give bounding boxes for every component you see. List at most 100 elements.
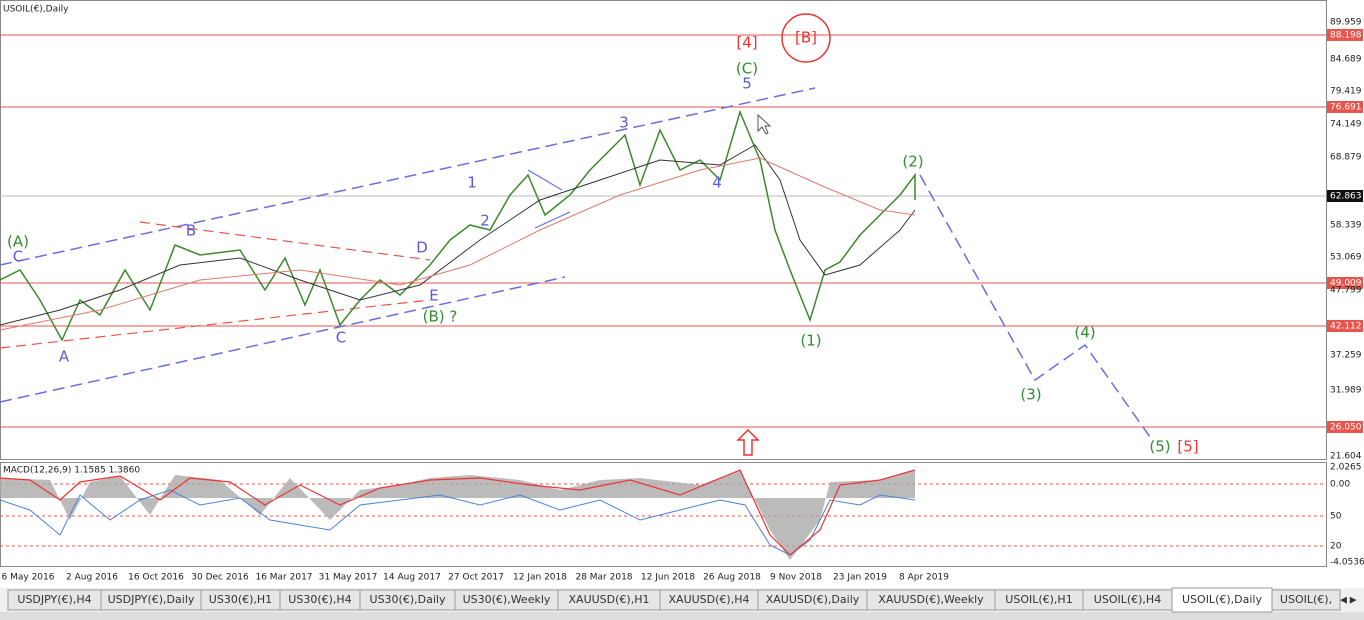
tab-label[interactable]: US30(€),H1 xyxy=(209,593,272,606)
wave-label: C xyxy=(13,248,23,266)
channel xyxy=(0,87,1151,438)
tab[interactable] xyxy=(1171,587,1273,613)
wave-label: (B) ? xyxy=(423,308,458,326)
wave-label: [B] xyxy=(795,29,817,47)
price-label: 26.050 xyxy=(1330,423,1362,433)
price-label: 53.069 xyxy=(1330,253,1362,263)
triangle xyxy=(527,169,571,229)
date-label: 9 Nov 2018 xyxy=(770,573,822,583)
price-label: 79.419 xyxy=(1330,87,1362,97)
price-label: 47.799 xyxy=(1330,286,1362,296)
price-box xyxy=(1327,101,1363,113)
date-label: 27 Oct 2017 xyxy=(448,573,504,583)
wave-label: 1 xyxy=(467,174,477,192)
tab-label[interactable]: USOIL(€),H4 xyxy=(1094,593,1161,606)
tab-label[interactable]: USOIL(€),H1 xyxy=(1005,593,1072,606)
wave-label: (2) xyxy=(902,153,923,171)
date-label: 23 Jan 2019 xyxy=(833,573,887,583)
chart-title: USOIL(€),Daily xyxy=(3,5,69,15)
price-box xyxy=(1327,190,1363,202)
wave-label: E xyxy=(429,287,438,305)
ma-fast xyxy=(0,144,916,326)
macd-label: -4.0536 xyxy=(1330,558,1364,568)
status-bar xyxy=(0,612,1364,620)
price-label: 37.259 xyxy=(1330,351,1362,361)
date-label: 28 Mar 2018 xyxy=(575,573,632,583)
price-box xyxy=(1327,421,1363,433)
price-label: 58.339 xyxy=(1330,221,1362,231)
macd-main xyxy=(0,469,916,556)
price-label: 84.689 xyxy=(1330,55,1362,65)
date-label: 12 Jun 2018 xyxy=(641,573,695,583)
price-box xyxy=(1327,277,1363,289)
price-label: 49.009 xyxy=(1330,279,1362,289)
tab-label[interactable]: XAUUSD(€),H1 xyxy=(569,593,650,606)
tab[interactable] xyxy=(1271,589,1341,611)
price-box xyxy=(1327,29,1363,41)
price-label: 89.959 xyxy=(1330,18,1362,28)
wave-label: (3) xyxy=(1020,386,1041,404)
circle xyxy=(781,13,831,63)
macd-label: 0.00 xyxy=(1330,480,1350,490)
main-frame xyxy=(0,0,1327,460)
tab-label[interactable]: XAUUSD(€),Weekly xyxy=(878,593,984,606)
wave-label: D xyxy=(416,239,428,257)
price-label: 68.879 xyxy=(1330,153,1362,163)
ma-slow xyxy=(0,157,916,331)
date-label: 6 May 2016 xyxy=(2,573,55,583)
tab-label[interactable]: USOIL(€), xyxy=(1280,593,1332,606)
wave-label: (5) xyxy=(1149,438,1170,456)
wave-label: C xyxy=(336,329,346,347)
wave-label: 3 xyxy=(619,114,629,132)
wave-label: 5 xyxy=(742,75,752,93)
indicator-label: MACD(12,26,9) 1.1585 1.3860 xyxy=(3,466,140,476)
date-label: 16 Oct 2016 xyxy=(128,573,184,583)
price-box xyxy=(1327,320,1363,332)
price-label: 88.198 xyxy=(1330,31,1362,41)
macd-frame xyxy=(0,462,1327,567)
tab-label[interactable]: USOIL(€),Daily xyxy=(1182,593,1262,606)
macd-label: 2.0265 xyxy=(1330,463,1362,473)
levels xyxy=(0,34,1326,428)
wave-label: [5] xyxy=(1177,438,1198,456)
date-label: 14 Aug 2017 xyxy=(383,573,441,583)
wave-label: A xyxy=(59,348,70,366)
date-label: 26 Aug 2018 xyxy=(703,573,761,583)
price-label: 31.989 xyxy=(1330,386,1362,396)
tab-label[interactable]: XAUUSD(€),H4 xyxy=(669,593,750,606)
wave-label: (C) xyxy=(736,60,758,78)
tab-label[interactable]: XAUUSD(€),Daily xyxy=(766,593,860,606)
wave-label: 2 xyxy=(480,212,490,230)
price-label: 21.604 xyxy=(1330,452,1362,462)
wave-label: (A) xyxy=(7,233,29,251)
wave-label: (1) xyxy=(800,332,821,350)
wave-label: B xyxy=(186,222,196,240)
price xyxy=(0,109,916,342)
date-label: 30 Dec 2016 xyxy=(191,573,249,583)
tab-scroll[interactable]: ◀ ▶ xyxy=(1340,596,1357,606)
tab-label[interactable]: US30(€),Daily xyxy=(370,593,446,606)
price-label: 76.691 xyxy=(1330,103,1362,113)
wave-label: [4] xyxy=(736,34,757,52)
cursor xyxy=(757,113,772,135)
date-label: 12 Jan 2018 xyxy=(513,573,567,583)
tab-label[interactable]: USDJPY(€),H4 xyxy=(17,593,91,606)
tab-label[interactable]: US30(€),H4 xyxy=(288,593,351,606)
date-label: 16 Mar 2017 xyxy=(255,573,312,583)
wave-label: 4 xyxy=(712,174,722,192)
macd-label: 20 xyxy=(1330,542,1342,552)
price-label: 74.149 xyxy=(1330,120,1362,130)
macd-label: 50 xyxy=(1330,512,1342,522)
red-trend xyxy=(0,221,431,349)
up-arrow xyxy=(736,428,760,456)
tab-label[interactable]: US30(€),Weekly xyxy=(463,593,551,606)
tab-label[interactable]: USDJPY(€),Daily xyxy=(108,593,195,606)
wave-label: (4) xyxy=(1074,324,1095,342)
price-label: 62.863 xyxy=(1330,192,1362,202)
price-label: 42.112 xyxy=(1330,322,1362,332)
date-label: 31 May 2017 xyxy=(319,573,378,583)
date-label: 8 Apr 2019 xyxy=(899,573,949,583)
date-label: 2 Aug 2016 xyxy=(66,573,118,583)
